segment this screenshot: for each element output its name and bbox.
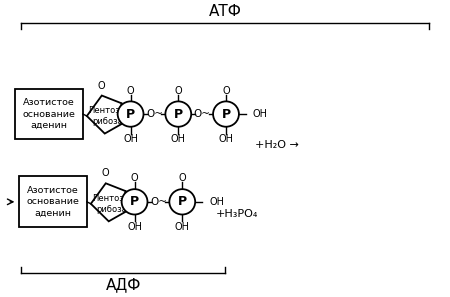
Circle shape	[213, 101, 239, 127]
Text: OH: OH	[219, 135, 234, 144]
Text: O~: O~	[150, 197, 167, 207]
Text: P: P	[221, 108, 230, 121]
Text: +H₃PO₄: +H₃PO₄	[216, 208, 258, 219]
Circle shape	[122, 189, 148, 214]
Text: P: P	[174, 108, 183, 121]
Text: Азотистое
основание
аденин: Азотистое основание аденин	[27, 186, 80, 218]
Text: O: O	[222, 86, 230, 96]
Text: OH: OH	[209, 197, 224, 207]
Text: OH: OH	[123, 135, 138, 144]
Circle shape	[169, 189, 195, 214]
Text: P: P	[130, 195, 139, 208]
Text: Азотистое
основание
аденин: Азотистое основание аденин	[22, 98, 76, 130]
Polygon shape	[91, 183, 128, 221]
Text: OH: OH	[171, 135, 186, 144]
Bar	[19, 176, 87, 227]
Bar	[15, 89, 83, 139]
Text: O: O	[127, 86, 135, 96]
Text: O: O	[102, 168, 109, 178]
Text: АДФ: АДФ	[105, 277, 141, 292]
Text: Пентоза-
рибоза: Пентоза- рибоза	[92, 194, 132, 214]
Text: OH: OH	[175, 222, 190, 232]
Text: OH: OH	[253, 109, 268, 119]
Text: O: O	[131, 173, 138, 184]
Text: Пентоза-
рибоза: Пентоза- рибоза	[88, 106, 128, 126]
Text: +H₂O →: +H₂O →	[255, 140, 299, 150]
Text: OH: OH	[127, 222, 142, 232]
Text: O: O	[98, 81, 106, 91]
Circle shape	[117, 101, 144, 127]
Text: O: O	[175, 86, 182, 96]
Text: O~: O~	[146, 109, 163, 119]
Circle shape	[165, 101, 191, 127]
Text: O: O	[179, 173, 186, 184]
Text: АТФ: АТФ	[208, 4, 242, 20]
Polygon shape	[87, 96, 124, 134]
Text: P: P	[126, 108, 135, 121]
Text: O~: O~	[194, 109, 211, 119]
Text: P: P	[178, 195, 187, 208]
